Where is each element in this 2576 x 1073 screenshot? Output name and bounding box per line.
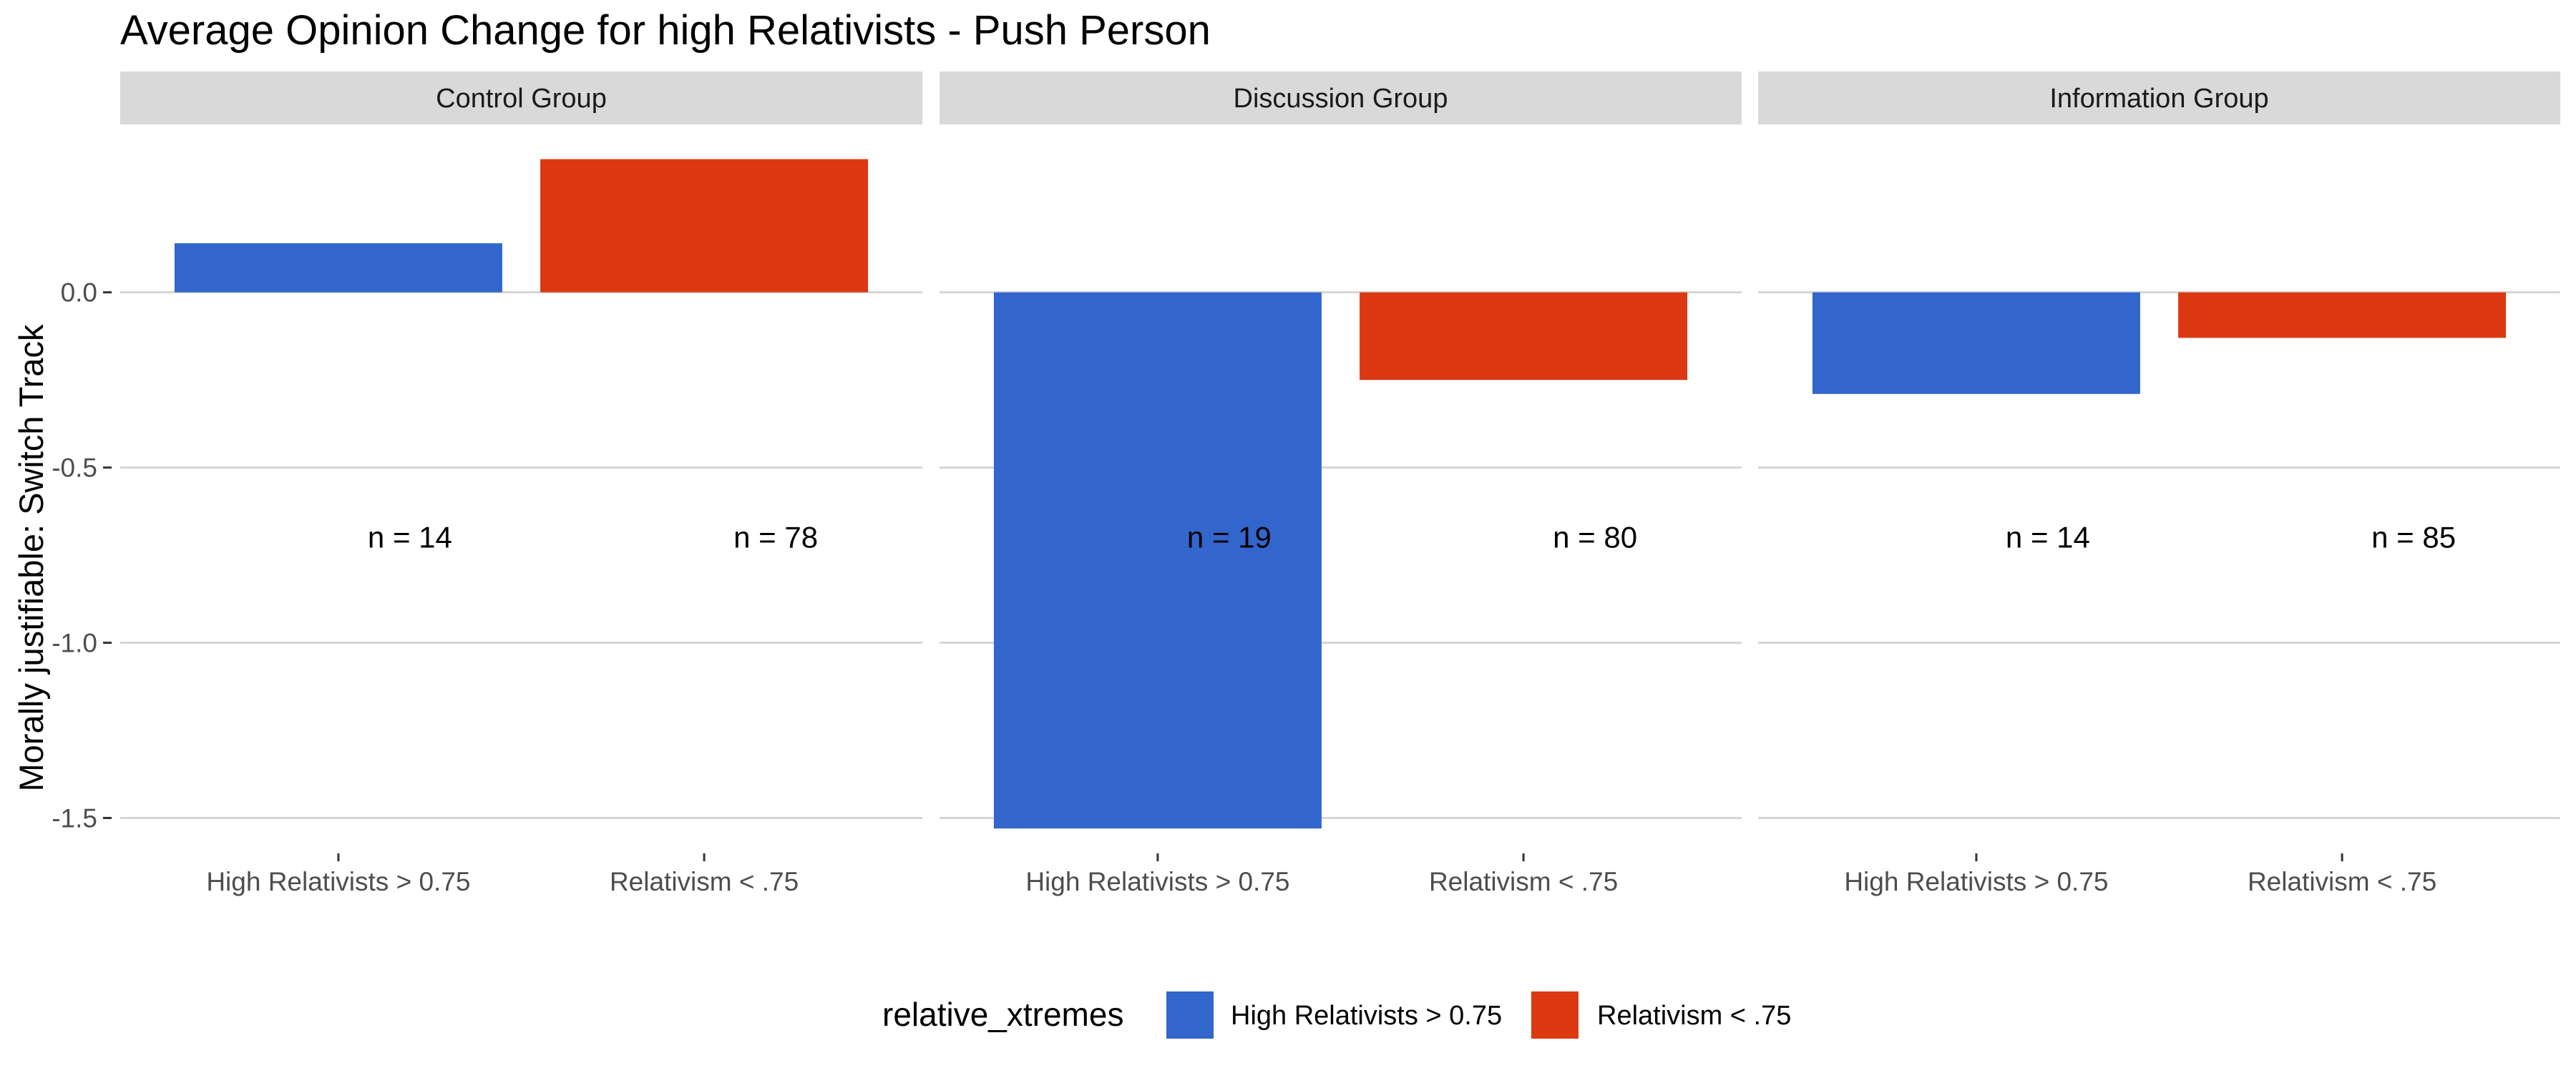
- x-tick-label: High Relativists > 0.75: [1844, 867, 2108, 896]
- y-tick-label: -1.5: [52, 804, 97, 833]
- facet-panel: Control Group n = 14 n = 78 High Relativist…: [120, 72, 922, 896]
- n-annotation: n = 80: [1553, 521, 1637, 554]
- x-tick-label: Relativism < .75: [2248, 867, 2436, 896]
- y-axis-title: Morally justifiable: Switch Track: [12, 324, 50, 791]
- y-tick-label: -0.5: [52, 454, 97, 483]
- n-annotation: n = 85: [2371, 521, 2456, 554]
- facet-panels: Control Group n = 14 n = 78 High Relativist…: [120, 72, 2560, 896]
- n-annotation: n = 19: [1187, 521, 1272, 554]
- facet-strip: [1758, 72, 2560, 124]
- facet-panel: Discussion Group n = 19 n = 80 High Relativ…: [940, 72, 1742, 896]
- facet-strip: [120, 72, 922, 124]
- bar: [174, 243, 502, 293]
- n-annotation: n = 14: [368, 521, 452, 554]
- legend-label: High Relativists > 0.75: [1231, 1001, 1502, 1031]
- legend: relative_xtremes High Relativists > 0.75…: [882, 991, 1791, 1039]
- legend-key: [1531, 991, 1579, 1039]
- y-tick-label: 0.0: [61, 278, 97, 308]
- bar: [1360, 292, 1688, 381]
- facet-label: Information Group: [2049, 84, 2268, 114]
- chart-title: Average Opinion Change for high Relativi…: [120, 7, 1211, 54]
- x-tick-label: High Relativists > 0.75: [206, 867, 470, 896]
- legend-items: High Relativists > 0.75 Relativism < .75: [1166, 991, 1791, 1039]
- y-axis-ticks: 0.0 -0.5 -1.0 -1.5: [52, 278, 112, 833]
- y-tick-label: -1.0: [52, 629, 97, 658]
- n-annotation: n = 14: [2006, 521, 2090, 554]
- facet-panel: Information Group n = 14 n = 85 High Relati…: [1758, 72, 2560, 896]
- n-annotation: n = 78: [733, 521, 818, 554]
- legend-label: Relativism < .75: [1597, 1001, 1791, 1031]
- facet-label: Control Group: [436, 84, 607, 114]
- x-tick-label: Relativism < .75: [610, 867, 799, 896]
- bar: [2178, 292, 2507, 338]
- x-tick-label: High Relativists > 0.75: [1025, 867, 1289, 896]
- legend-title: relative_xtremes: [882, 996, 1123, 1033]
- facet-strip: [940, 72, 1742, 124]
- bar: [540, 159, 869, 293]
- bar: [993, 292, 1322, 829]
- x-tick-label: Relativism < .75: [1429, 867, 1618, 896]
- facet-label: Discussion Group: [1234, 84, 1448, 114]
- bar: [1812, 292, 2140, 394]
- legend-key: [1166, 991, 1214, 1039]
